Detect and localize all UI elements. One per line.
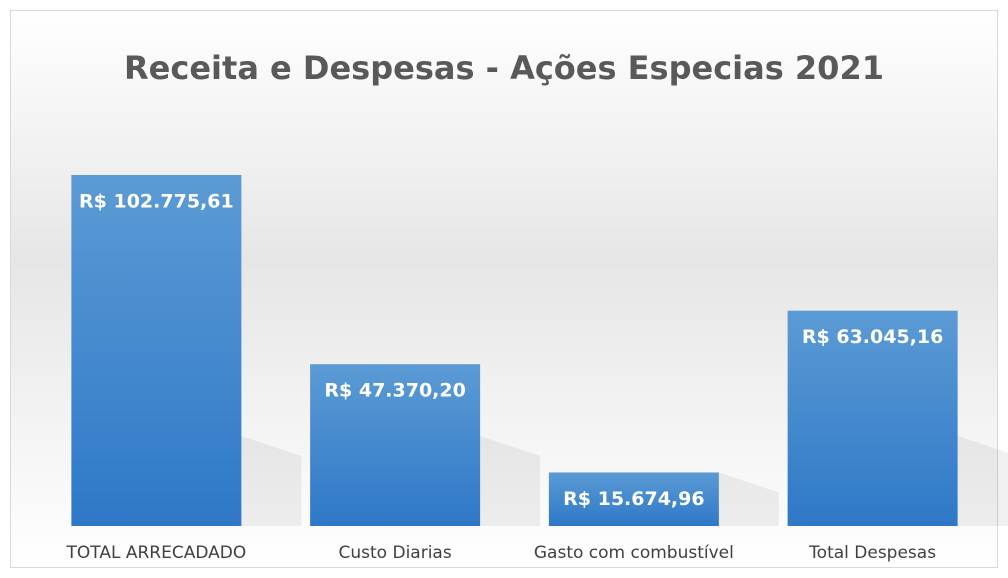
- bar-shadow: [718, 472, 779, 526]
- x-tick-label: Custo Diarias: [339, 543, 452, 563]
- bar-shadow: [480, 436, 541, 526]
- bar: [787, 310, 958, 526]
- x-tick-label: Total Despesas: [808, 543, 936, 563]
- bar: [310, 364, 481, 526]
- bar-shadow: [241, 436, 302, 526]
- chart-title: Receita e Despesas - Ações Especias 2021: [124, 49, 884, 87]
- data-label: R$ 102.775,61: [79, 191, 234, 213]
- x-tick-label: TOTAL ARRECADADO: [66, 543, 247, 563]
- data-label: R$ 63.045,16: [802, 326, 943, 348]
- bar: [548, 472, 719, 526]
- bar-shadow: [957, 436, 1008, 526]
- data-label: R$ 15.674,96: [563, 488, 704, 510]
- bar: [71, 175, 242, 526]
- data-label: R$ 47.370,20: [324, 380, 465, 402]
- x-tick-label: Gasto com combustível: [534, 543, 734, 563]
